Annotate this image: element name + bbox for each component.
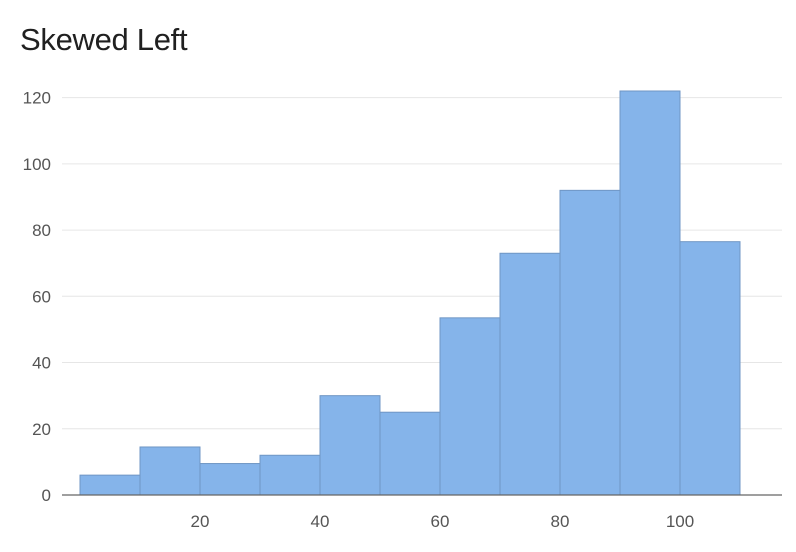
y-tick-label: 0 <box>42 486 51 505</box>
bars <box>79 90 741 496</box>
histogram-bar <box>559 189 621 496</box>
histogram-bar <box>319 395 381 496</box>
y-tick-label: 60 <box>32 287 51 306</box>
x-tick-label: 80 <box>551 512 570 531</box>
histogram-bar <box>139 446 201 496</box>
histogram-bar <box>379 411 441 496</box>
y-tick-label: 80 <box>32 221 51 240</box>
y-axis-ticks: 0 20 40 60 80 100 120 <box>23 89 51 505</box>
histogram-bar <box>499 252 561 496</box>
histogram-bar <box>679 241 741 496</box>
y-tick-label: 20 <box>32 420 51 439</box>
x-axis-ticks: 20 40 60 80 100 <box>191 512 695 531</box>
x-tick-label: 20 <box>191 512 210 531</box>
y-tick-label: 40 <box>32 354 51 373</box>
x-tick-label: 100 <box>666 512 694 531</box>
chart-title: Skewed Left <box>20 22 188 57</box>
y-tick-label: 120 <box>23 89 51 108</box>
x-tick-label: 60 <box>431 512 450 531</box>
histogram-bar <box>259 454 321 496</box>
histogram-bar <box>79 474 141 496</box>
histogram-bar <box>199 463 261 496</box>
x-tick-label: 40 <box>311 512 330 531</box>
histogram-bar <box>439 317 501 496</box>
y-tick-label: 100 <box>23 155 51 174</box>
histogram-bar <box>619 90 681 496</box>
